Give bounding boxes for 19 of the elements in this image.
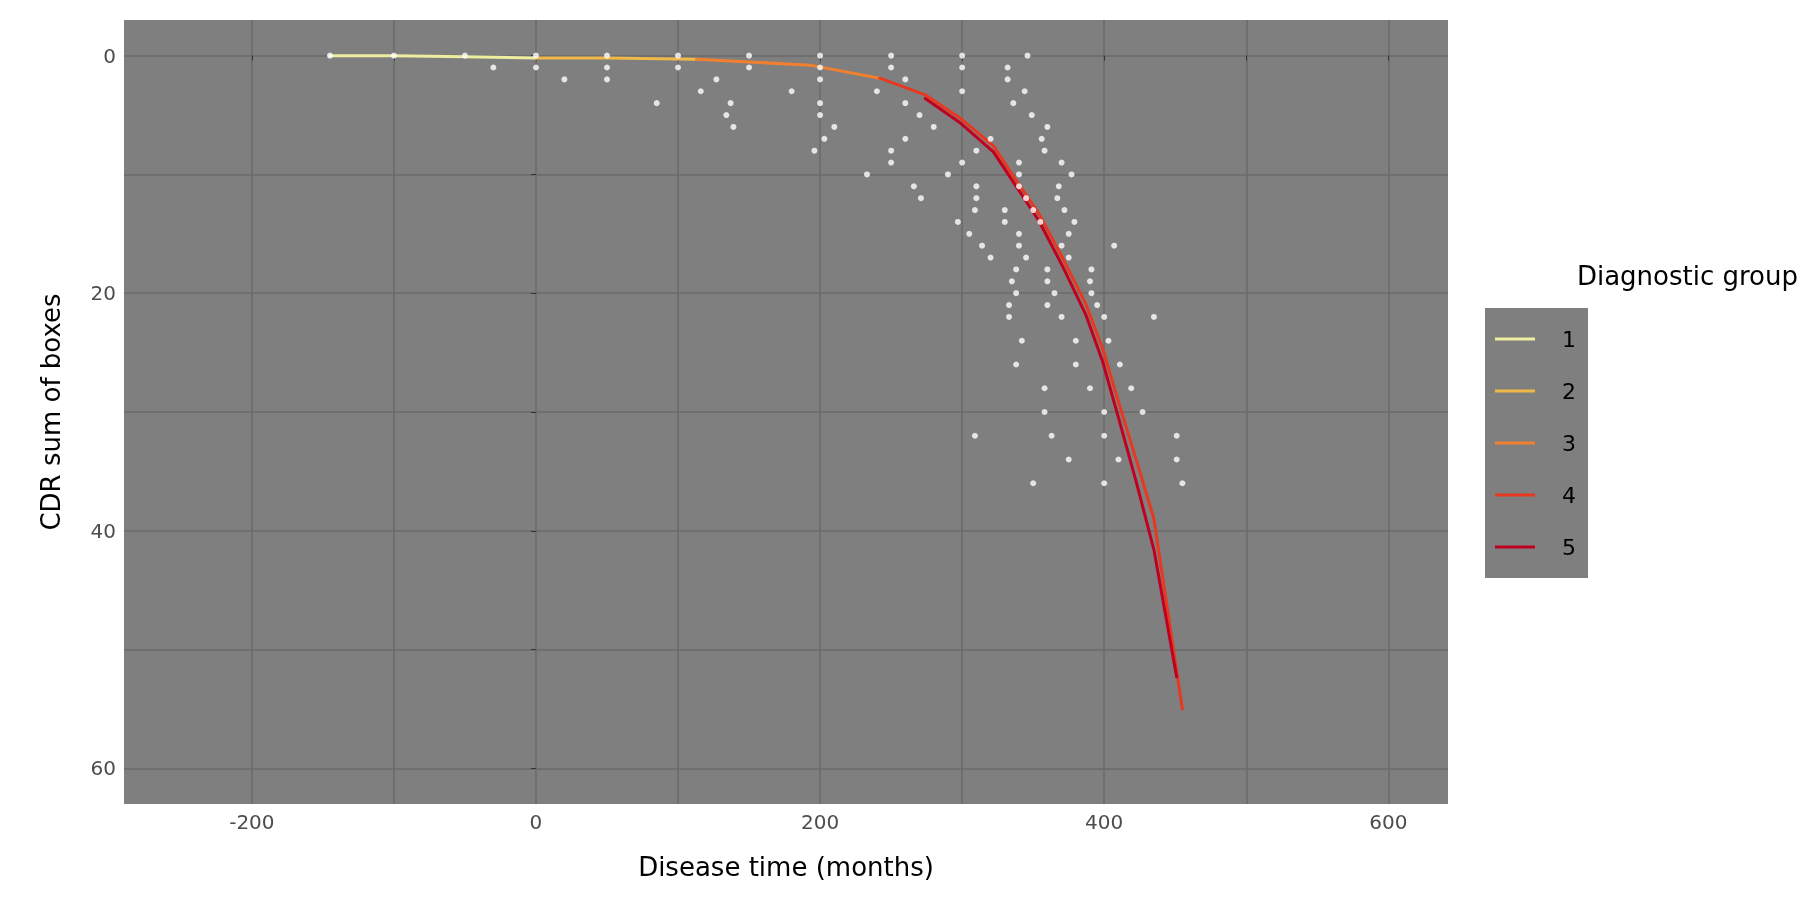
legend-label: 4 xyxy=(1562,482,1576,508)
legend-label: 1 xyxy=(1562,326,1576,352)
x-tick-label: 200 xyxy=(801,810,840,834)
x-tick-label: -200 xyxy=(229,810,275,834)
y-axis-title: CDR sum of boxes xyxy=(36,293,66,531)
line-series xyxy=(923,96,1179,679)
legend-label: 2 xyxy=(1562,378,1576,404)
x-axis-title: Disease time (months) xyxy=(638,852,934,882)
x-tick-label: 0 xyxy=(529,810,543,834)
y-tick-label: 0 xyxy=(103,43,116,68)
y-tick-label: 60 xyxy=(90,756,116,781)
y-tick-label: 20 xyxy=(90,281,116,306)
legend-label: 3 xyxy=(1562,430,1576,456)
legend-title: Diagnostic group xyxy=(1576,261,1799,291)
y-tick-label: 40 xyxy=(90,518,116,543)
legend-label: 5 xyxy=(1562,534,1576,560)
x-tick-label: 600 xyxy=(1369,810,1408,834)
line-series xyxy=(878,76,1184,711)
x-tick-label: 400 xyxy=(1085,810,1124,834)
